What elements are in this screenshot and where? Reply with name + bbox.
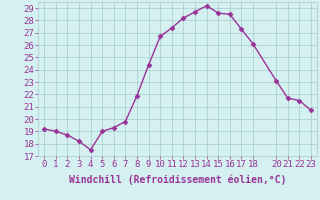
X-axis label: Windchill (Refroidissement éolien,°C): Windchill (Refroidissement éolien,°C) [69, 175, 286, 185]
